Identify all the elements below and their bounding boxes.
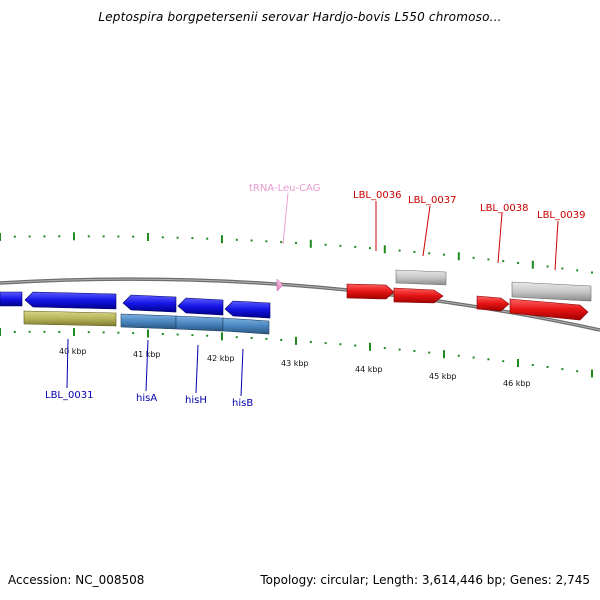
gene-arrow-grey-0039[interactable]	[511, 281, 592, 302]
cds-bar-steel-hisA[interactable]	[120, 313, 177, 330]
gene-arrow-blue-hisA[interactable]	[122, 294, 177, 313]
feature-label-hisA[interactable]: hisA	[136, 393, 157, 404]
feature-label-lbl-0039[interactable]: LBL_0039	[537, 210, 585, 221]
gene-arrow-red-0036[interactable]	[346, 283, 395, 300]
feature-label-lbl-0036[interactable]: LBL_0036	[353, 190, 401, 201]
feature-label-trna-leu-cag[interactable]: tRNA-Leu-CAG	[249, 183, 320, 194]
upper-tick-track	[0, 232, 593, 274]
gene-arrow-blue-0030[interactable]	[0, 291, 23, 307]
gene-arrow-red-0039[interactable]	[509, 298, 589, 321]
gene-arrow-grey-0037[interactable]	[395, 269, 447, 286]
gene-arrow-red-0037[interactable]	[393, 287, 444, 304]
feature-label-lbl-0031[interactable]: LBL_0031	[45, 390, 93, 401]
gene-arrow-red-0038[interactable]	[476, 295, 510, 312]
scale-label-46kbp: 46 kbp	[503, 379, 531, 388]
accession-text: Accession: NC_008508	[8, 573, 145, 587]
feature-label-hisB[interactable]: hisB	[232, 398, 253, 409]
map-title: Leptospira borgpetersenii serovar Hardjo…	[98, 10, 502, 24]
gene-arrow-blue-0031[interactable]	[24, 291, 117, 310]
scale-label-44kbp: 44 kbp	[355, 365, 383, 374]
cds-bar-steel-hisB[interactable]	[222, 317, 270, 335]
scale-label-40kbp: 40 kbp	[59, 347, 87, 356]
scale-label-45kbp: 45 kbp	[429, 372, 457, 381]
feature-label-lbl-0037[interactable]: LBL_0037	[408, 195, 456, 206]
gene-arrow-blue-hisB[interactable]	[224, 300, 271, 319]
scale-label-42kbp: 42 kbp	[207, 354, 235, 363]
genome-info-text: Topology: circular; Length: 3,614,446 bp…	[260, 573, 590, 587]
cds-bar-steel-hisH[interactable]	[175, 315, 224, 332]
gene-arrow-blue-hisH[interactable]	[177, 297, 224, 316]
scale-label-43kbp: 43 kbp	[281, 359, 309, 368]
scale-label-41kbp: 41 kbp	[133, 350, 161, 359]
cds-bar-olive-0031[interactable]	[23, 310, 117, 327]
trna-marker[interactable]	[276, 278, 284, 292]
lower-tick-track	[0, 328, 593, 378]
feature-label-hisH[interactable]: hisH	[185, 395, 207, 406]
feature-label-lbl-0038[interactable]: LBL_0038	[480, 203, 528, 214]
